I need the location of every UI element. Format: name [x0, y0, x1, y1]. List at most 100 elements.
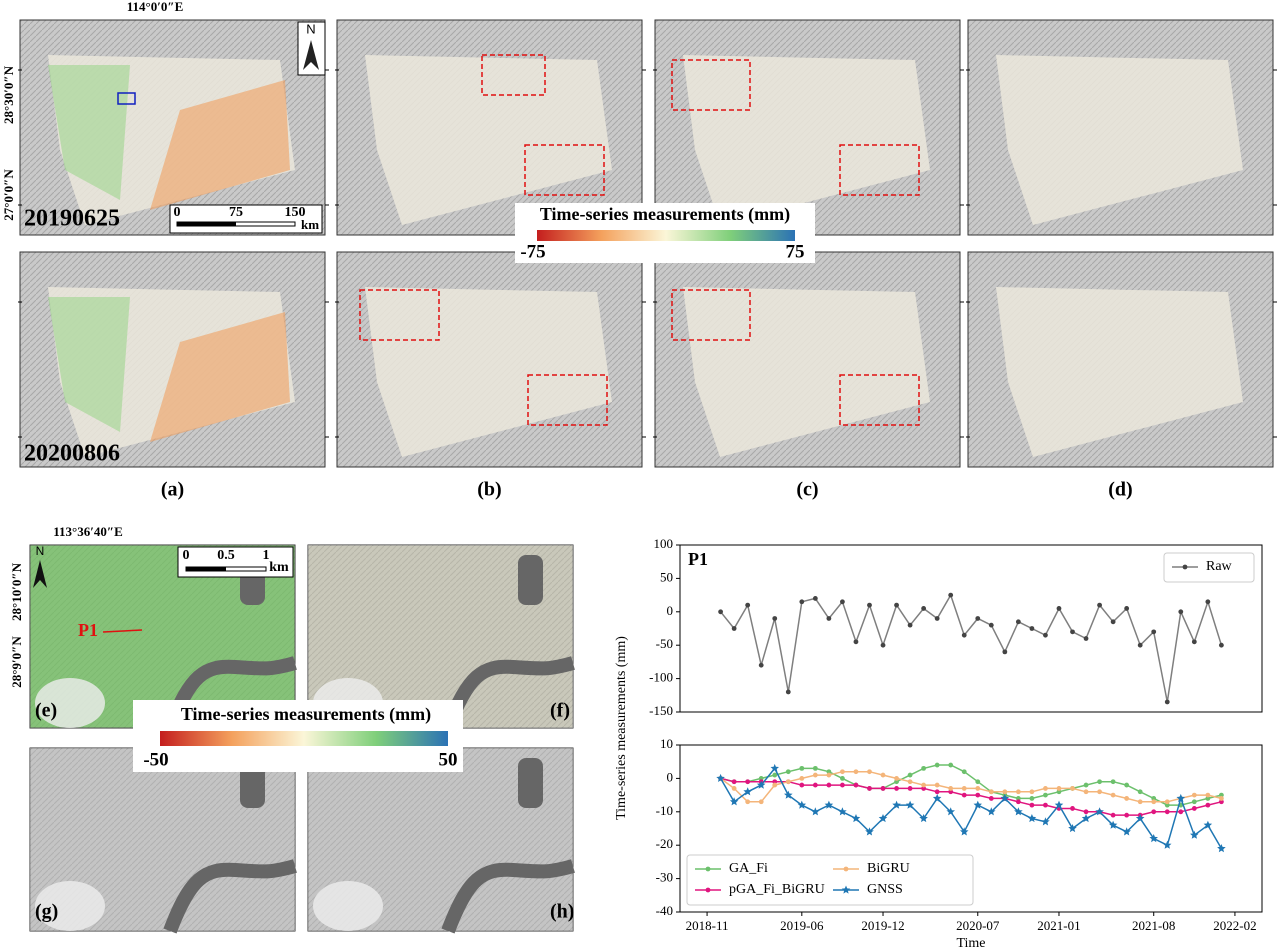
marker [921, 786, 927, 791]
marker [934, 762, 940, 768]
coverage [365, 287, 612, 457]
marker [784, 790, 793, 799]
marker [1137, 642, 1143, 648]
marker [975, 786, 981, 791]
y-tick-label: -10 [656, 803, 673, 818]
marker [1056, 789, 1062, 795]
marker [932, 793, 942, 803]
marker [907, 779, 913, 785]
y-tick-label: -40 [656, 903, 673, 918]
marker [826, 769, 832, 775]
marker [1137, 799, 1143, 805]
marker [1002, 649, 1008, 655]
x-tick-label: 2020-07 [956, 918, 1000, 933]
marker [948, 762, 954, 768]
marker [1015, 789, 1021, 795]
marker [921, 782, 927, 788]
marker [1002, 789, 1008, 795]
subsidence-area [150, 80, 290, 210]
marker [1056, 606, 1062, 611]
north-label: N [306, 21, 315, 36]
scale-unit: km [269, 560, 289, 575]
marker [1015, 799, 1021, 805]
marker [934, 782, 940, 788]
marker [853, 639, 859, 645]
y-tick-label: 0 [667, 603, 674, 618]
marker [1191, 799, 1197, 805]
marker [1043, 786, 1048, 791]
river [441, 656, 575, 731]
marker [975, 616, 981, 621]
marker [785, 769, 791, 775]
marker [1029, 626, 1035, 631]
x-axis-label: Time [956, 936, 985, 951]
x-tick-label: 2019-06 [780, 918, 824, 933]
marker [1070, 806, 1075, 811]
marker [1191, 792, 1197, 798]
marker [1151, 799, 1157, 805]
marker [878, 814, 888, 823]
marker [907, 772, 913, 778]
marker [1108, 820, 1118, 829]
panel-label: (a) [161, 479, 184, 501]
y-tick-label: 0 [667, 769, 674, 784]
scale-box [177, 546, 294, 578]
y-tick-label: -20 [656, 836, 673, 851]
scale-label: 0 [174, 205, 181, 220]
marker [731, 626, 737, 631]
marker [1203, 820, 1213, 829]
marker [772, 772, 778, 778]
marker [948, 789, 954, 795]
marker [1164, 799, 1170, 805]
x-tick-label: 2021-01 [1037, 918, 1080, 933]
marker [1097, 602, 1102, 608]
y-tick-label: 50 [660, 569, 673, 584]
marker [772, 782, 778, 788]
north-label: N [36, 544, 45, 558]
marker [799, 765, 805, 771]
marker [1043, 632, 1048, 638]
legend-label: Raw [1206, 559, 1233, 574]
marker [1122, 827, 1131, 836]
marker [838, 807, 847, 816]
marker [1110, 812, 1116, 818]
reference-box [117, 92, 136, 105]
marker [799, 782, 805, 788]
marker [1095, 807, 1104, 816]
marker [867, 769, 872, 775]
marker [946, 807, 955, 816]
legend-box [1163, 552, 1255, 583]
marker [1081, 814, 1091, 823]
panel-label: (e) [35, 700, 57, 722]
marker [907, 786, 913, 791]
marker [1124, 812, 1130, 818]
marker [758, 776, 764, 781]
marker [770, 763, 779, 772]
marker [1041, 817, 1050, 826]
marker [772, 779, 778, 785]
marker [960, 827, 969, 836]
marker [1218, 642, 1224, 648]
lat-label: 28°9′0″N [9, 636, 24, 688]
river [441, 859, 575, 934]
marker [812, 782, 818, 788]
highlight-box [839, 144, 920, 196]
colorbar-max: 75 [786, 241, 805, 262]
highlight-box [481, 54, 546, 96]
legend-marker [843, 866, 849, 872]
marker [1000, 793, 1010, 803]
legend-marker [841, 885, 851, 894]
chart-annotation: P1 [688, 549, 708, 569]
legend-marker [1182, 564, 1188, 570]
point-label: P1 [78, 620, 98, 640]
y-tick-label: -50 [656, 636, 673, 651]
river [163, 656, 297, 731]
marker [865, 827, 874, 836]
north-arrow [303, 40, 319, 70]
marker [1178, 809, 1184, 815]
colorbar-max: 50 [439, 749, 458, 770]
legend-label: GNSS [867, 882, 903, 897]
